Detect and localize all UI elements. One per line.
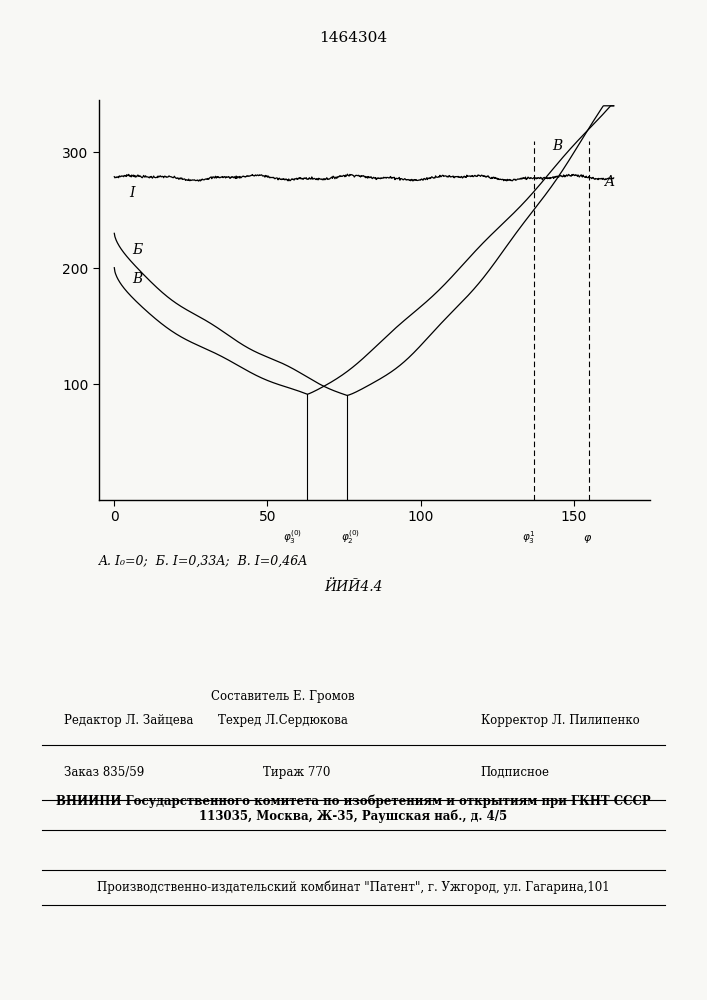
Text: $\varphi_2^{(0)}$: $\varphi_2^{(0)}$	[341, 528, 360, 546]
Text: Производственно-издательский комбинат "Патент", г. Ужгород, ул. Гагарина,101: Производственно-издательский комбинат "П…	[97, 881, 610, 894]
Text: ӤИӢ4.4: ӤИӢ4.4	[325, 580, 382, 594]
Text: B: B	[552, 139, 563, 153]
Text: Редактор Л. Зайцева: Редактор Л. Зайцева	[64, 714, 193, 727]
Text: Техред Л.Сердюкова: Техред Л.Сердюкова	[218, 714, 348, 727]
Text: $\varphi_3^{(0)}$: $\varphi_3^{(0)}$	[283, 528, 302, 546]
Text: Корректор Л. Пилипенко: Корректор Л. Пилипенко	[481, 714, 640, 727]
Text: A. I₀=0;  Б. I=0,33A;  B. I=0,46A: A. I₀=0; Б. I=0,33A; B. I=0,46A	[99, 555, 308, 568]
Text: $\varphi$: $\varphi$	[583, 533, 592, 545]
Text: $\varphi_3^1$: $\varphi_3^1$	[522, 529, 535, 546]
Text: 113035, Москва, Ж-35, Раушская наб., д. 4/5: 113035, Москва, Ж-35, Раушская наб., д. …	[199, 810, 508, 823]
Text: Б: Б	[133, 243, 143, 257]
Text: 1464304: 1464304	[320, 31, 387, 45]
Text: Составитель Е. Громов: Составитель Е. Громов	[211, 690, 355, 703]
Text: Подписное: Подписное	[481, 766, 550, 779]
Text: B: B	[133, 272, 143, 286]
Text: A: A	[604, 175, 614, 189]
Text: Заказ 835/59: Заказ 835/59	[64, 766, 144, 779]
Text: I: I	[129, 186, 135, 200]
Text: ВНИИПИ Государственного комитета по изобретениям и открытиям при ГКНТ СССР: ВНИИПИ Государственного комитета по изоб…	[56, 794, 651, 808]
Text: Тираж 770: Тираж 770	[263, 766, 331, 779]
